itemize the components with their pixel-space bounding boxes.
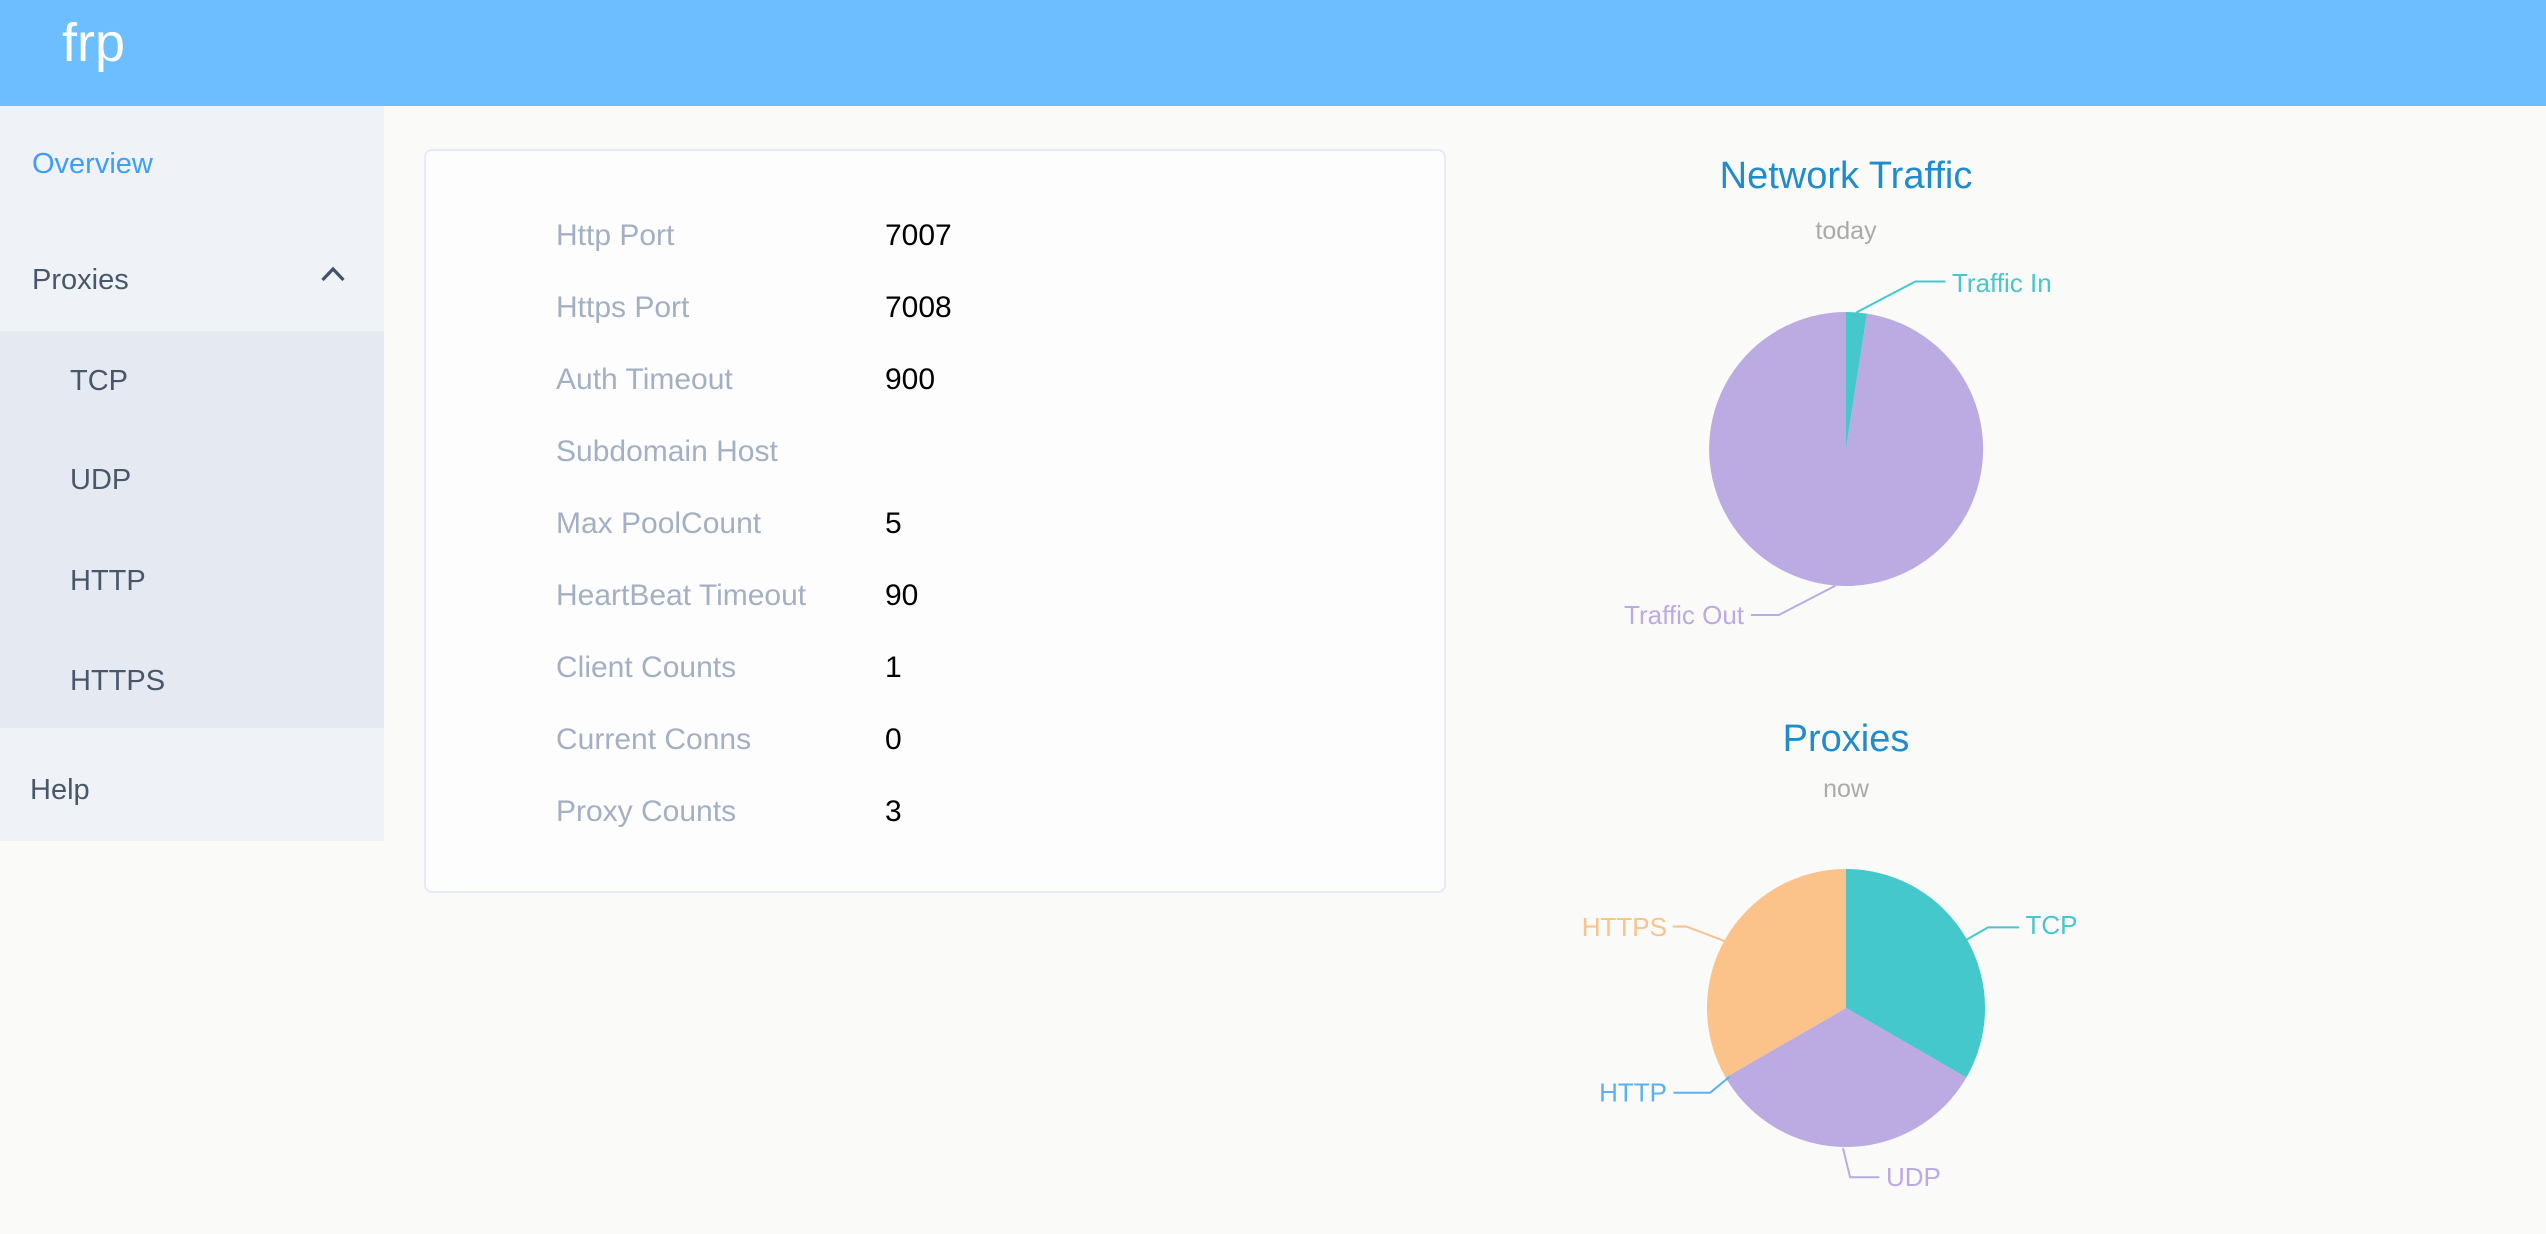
- svg-text:Traffic In: Traffic In: [1952, 268, 2052, 298]
- svg-text:UDP: UDP: [1886, 1162, 1941, 1192]
- svg-text:HTTPS: HTTPS: [1582, 912, 1667, 942]
- svg-text:HTTP: HTTP: [1599, 1078, 1667, 1108]
- svg-text:Network Traffic: Network Traffic: [1720, 155, 1973, 197]
- svg-text:today: today: [1815, 217, 1877, 245]
- svg-text:Traffic Out: Traffic Out: [1624, 600, 1745, 630]
- svg-text:Proxies: Proxies: [1783, 718, 1910, 760]
- svg-text:now: now: [1823, 775, 1870, 803]
- svg-text:TCP: TCP: [2026, 910, 2078, 940]
